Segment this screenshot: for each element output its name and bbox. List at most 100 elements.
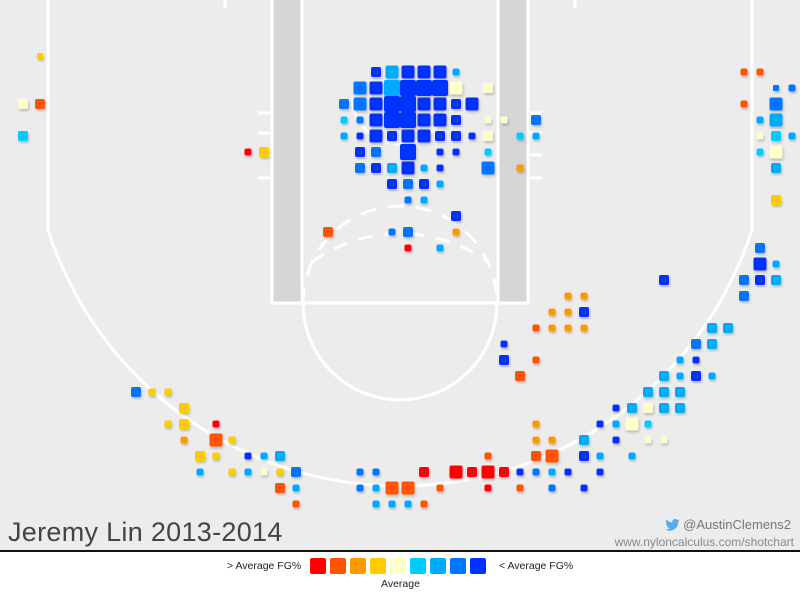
shot-marker	[481, 161, 495, 175]
shot-marker	[417, 129, 431, 143]
shot-marker	[516, 164, 524, 172]
shot-marker	[707, 323, 717, 333]
legend-color-swatch	[390, 558, 406, 574]
legend-color-swatch	[450, 558, 466, 574]
shot-marker	[164, 420, 172, 428]
shot-marker	[401, 481, 415, 495]
shot-marker	[484, 116, 492, 124]
shot-marker	[433, 97, 447, 111]
shot-marker	[291, 467, 301, 477]
shot-marker	[500, 340, 508, 348]
shot-marker	[484, 484, 492, 492]
shot-marker	[756, 116, 764, 124]
credit-handle[interactable]: @AustinClemens2	[665, 517, 791, 532]
shot-marker	[372, 484, 380, 492]
shot-marker	[691, 371, 701, 381]
shot-marker	[548, 324, 556, 332]
shot-marker	[564, 292, 572, 300]
shot-marker	[212, 452, 220, 460]
shot-marker	[612, 404, 620, 412]
shot-marker	[388, 500, 396, 508]
shot-marker	[18, 99, 28, 109]
shot-marker	[148, 388, 156, 396]
shot-marker	[401, 65, 415, 79]
shot-marker	[436, 244, 444, 252]
legend-color-swatch	[330, 558, 346, 574]
shot-marker	[244, 452, 252, 460]
credit-url[interactable]: www.nyloncalculus.com/shotchart	[614, 535, 794, 549]
shot-marker	[755, 243, 765, 253]
three-point-arc	[46, 229, 754, 488]
shot-marker	[675, 403, 685, 413]
shot-marker	[628, 452, 636, 460]
shot-marker	[756, 132, 764, 140]
shot-marker	[739, 291, 749, 301]
shot-marker	[400, 112, 416, 128]
shot-marker	[451, 211, 461, 221]
shot-marker	[387, 179, 397, 189]
shot-marker	[532, 324, 540, 332]
shot-marker	[676, 372, 684, 380]
shot-marker	[212, 420, 220, 428]
shot-marker	[35, 99, 45, 109]
shot-marker	[465, 97, 479, 111]
shot-marker	[452, 228, 460, 236]
shot-chart: Jeremy Lin 2013-2014 @AustinClemens2 www…	[0, 0, 800, 550]
shot-marker	[516, 484, 524, 492]
shot-marker	[131, 387, 141, 397]
shot-marker	[532, 436, 540, 444]
shot-marker	[417, 65, 431, 79]
shot-marker	[228, 468, 236, 476]
key-lane-right	[498, 0, 528, 303]
shot-marker	[419, 467, 429, 477]
shot-marker	[384, 112, 400, 128]
shot-marker	[433, 113, 447, 127]
shot-marker	[739, 275, 749, 285]
shot-marker	[356, 116, 364, 124]
shot-marker	[369, 81, 383, 95]
shot-marker	[769, 113, 783, 127]
shot-marker	[753, 257, 767, 271]
shot-marker	[387, 131, 397, 141]
shot-marker	[404, 244, 412, 252]
shot-marker	[356, 484, 364, 492]
shot-marker	[723, 323, 733, 333]
shot-marker	[659, 387, 669, 397]
shot-marker	[404, 196, 412, 204]
shot-marker	[659, 371, 669, 381]
shot-marker	[404, 500, 412, 508]
shot-marker	[275, 483, 285, 493]
shot-marker	[451, 99, 461, 109]
shot-marker	[180, 436, 188, 444]
shot-marker	[596, 468, 604, 476]
shot-marker	[244, 148, 252, 156]
shot-marker	[532, 420, 540, 428]
shot-marker	[275, 451, 285, 461]
legend-color-swatch	[430, 558, 446, 574]
shot-marker	[564, 468, 572, 476]
shot-marker	[452, 68, 460, 76]
shot-marker	[452, 148, 460, 156]
shot-marker	[596, 452, 604, 460]
shot-marker	[531, 451, 541, 461]
legend-color-swatch	[370, 558, 386, 574]
shot-marker	[548, 308, 556, 316]
shot-marker	[387, 163, 397, 173]
shot-marker	[340, 132, 348, 140]
shot-marker	[417, 113, 431, 127]
shot-marker	[416, 80, 432, 96]
shot-marker	[484, 148, 492, 156]
shot-marker	[436, 148, 444, 156]
legend-right-label: < Average FG%	[499, 560, 574, 572]
shot-marker	[401, 161, 415, 175]
shot-marker	[580, 324, 588, 332]
shot-marker	[771, 131, 781, 141]
shot-marker	[579, 435, 589, 445]
twitter-bird-icon	[665, 518, 680, 531]
shot-marker	[692, 356, 700, 364]
shot-marker	[355, 163, 365, 173]
credit-handle-text: @AustinClemens2	[683, 517, 791, 532]
shot-marker	[500, 116, 508, 124]
shot-marker	[449, 465, 463, 479]
shot-marker	[403, 227, 413, 237]
